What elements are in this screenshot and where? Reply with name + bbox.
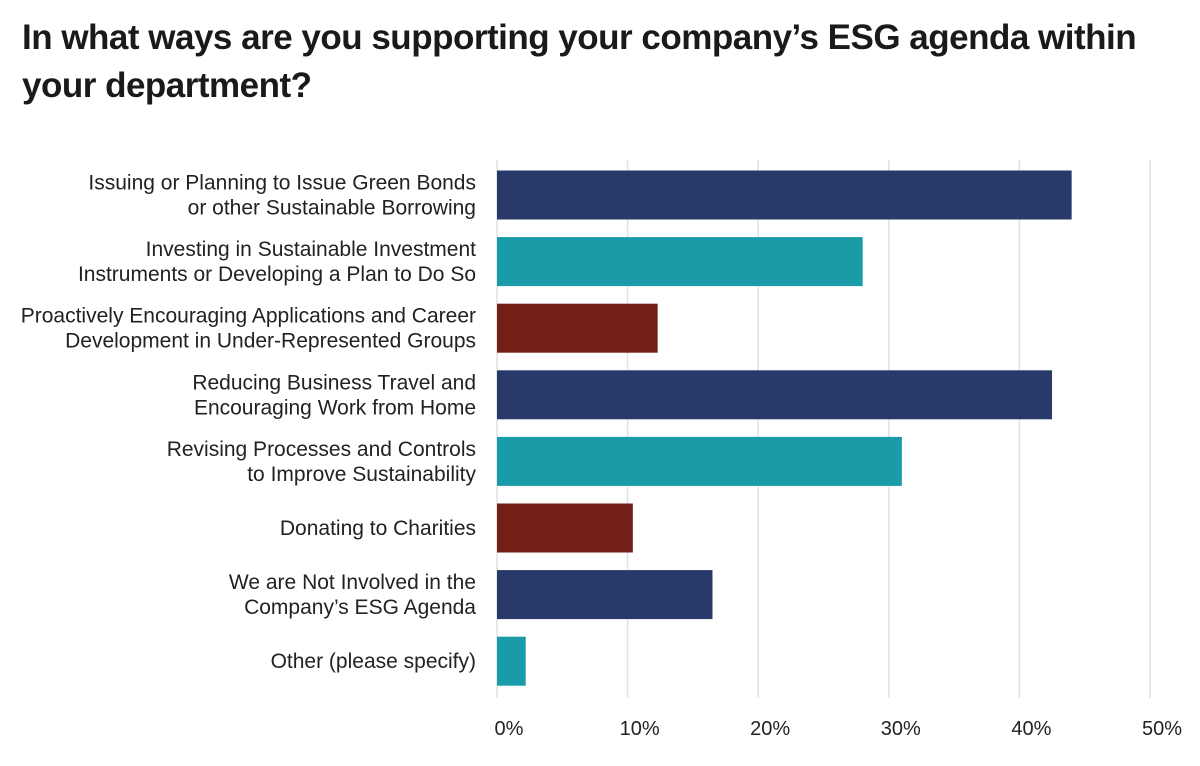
category-label: Issuing or Planning to Issue Green Bonds… <box>88 172 476 220</box>
bar <box>497 303 658 353</box>
x-tick-label: 50% <box>1142 718 1182 740</box>
category-label: Proactively Encouraging Applications and… <box>21 305 476 353</box>
x-tick-label: 20% <box>750 718 790 740</box>
bar <box>497 436 902 486</box>
x-tick-label: 30% <box>881 718 921 740</box>
x-axis-tick-labels: 0% 10% 20% 30% 40% 50% <box>495 718 1183 740</box>
x-tick-label: 10% <box>620 718 660 740</box>
category-label: Investing in Sustainable Investment Instr… <box>78 238 476 286</box>
category-label: We are Not Involved in the Company’s ESG … <box>229 571 476 619</box>
category-label: Reducing Business Travel and Encouraging … <box>192 371 476 419</box>
chart-title: In what ways are you supporting your com… <box>22 18 1137 105</box>
x-tick-label: 0% <box>495 718 524 740</box>
bar <box>497 503 633 553</box>
category-label: Revising Processes and Controls to Improv… <box>167 438 477 486</box>
bar <box>497 570 713 620</box>
category-labels: Issuing or Planning to Issue Green Bonds… <box>21 172 477 674</box>
bar <box>497 370 1053 420</box>
x-tick-label: 40% <box>1011 718 1051 740</box>
bar <box>497 636 526 686</box>
category-label: Other (please specify) <box>271 650 476 673</box>
bar <box>497 170 1072 220</box>
category-label: Donating to Charities <box>280 517 476 540</box>
bar <box>497 237 863 287</box>
bars <box>497 170 1072 686</box>
